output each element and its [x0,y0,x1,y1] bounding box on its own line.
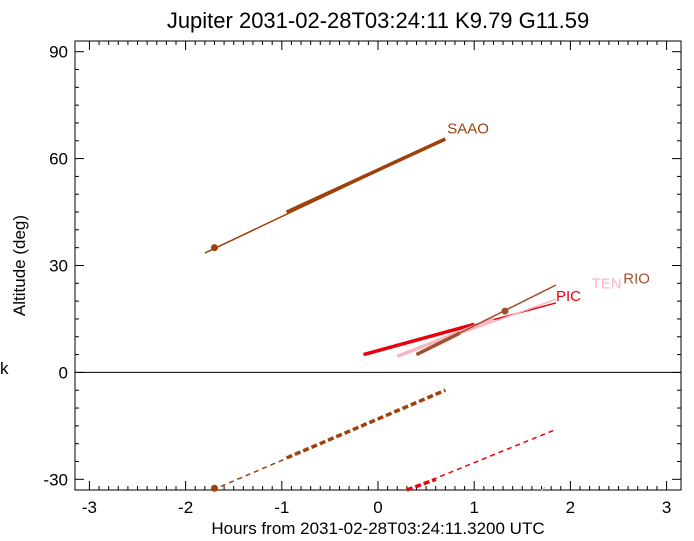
y-tick-label: 0 [59,363,68,382]
x-tick-label: 1 [469,498,478,517]
y-tick-label: -30 [43,470,68,489]
marker-below-saao [210,484,218,492]
track-below-thick-pic [406,477,437,492]
track-below-pic [406,428,557,491]
y-axis-label: Altitude (deg) [10,215,29,316]
track-below-thick-saao [285,388,447,460]
track-below-ten [541,485,547,491]
site-tracks: SAAO PIC TEN RIO [204,121,650,492]
marker-saao [210,244,218,252]
y-axis: -30 0 30 60 90 [43,43,681,489]
site-label-saao: SAAO [447,121,489,138]
x-tick-label: -2 [178,498,193,517]
site-label-rio: RIO [623,270,650,287]
side-mark: k [0,359,9,378]
x-tick-label: -1 [274,498,289,517]
marker-rio [501,307,509,315]
x-axis: -3 -2 -1 0 1 2 3 [82,41,671,517]
y-tick-label: 60 [49,150,68,169]
site-label-pic: PIC [556,288,581,305]
track-thick-pic [363,322,475,357]
x-tick-label: 3 [662,498,671,517]
x-axis-label: Hours from 2031-02-28T03:24:11.3200 UTC [211,519,544,538]
plot-frame [74,40,682,491]
y-tick-label: 30 [49,257,68,276]
y-tick-label: 90 [49,43,68,62]
x-tick-label: -3 [82,498,97,517]
x-tick-label: 0 [373,498,382,517]
track-thick-rio [415,331,461,357]
track-thick-ten [396,317,495,359]
site-label-ten: TEN [592,276,622,293]
track-thick-saao [285,137,447,214]
chart-title: Jupiter 2031-02-28T03:24:11 K9.79 G11.59 [167,8,589,33]
x-tick-label: 2 [566,498,575,517]
